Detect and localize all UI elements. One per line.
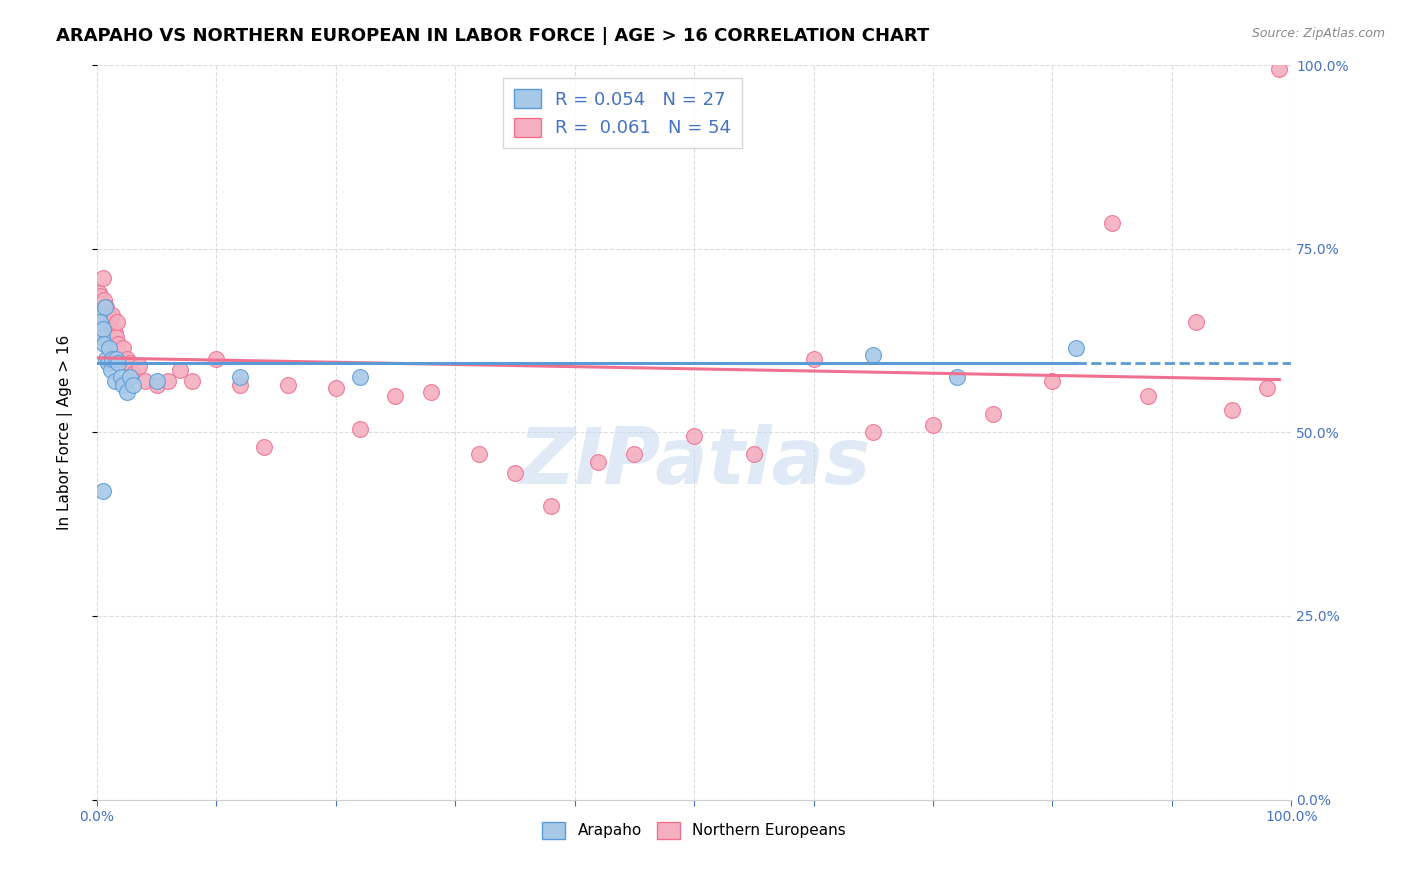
Point — [588, 455, 610, 469]
Point — [120, 355, 142, 369]
Point — [384, 388, 406, 402]
Point — [981, 407, 1004, 421]
Legend: Arapaho, Northern Europeans: Arapaho, Northern Europeans — [536, 816, 852, 845]
Point — [540, 499, 562, 513]
Point — [862, 348, 884, 362]
Point — [101, 308, 124, 322]
Point — [104, 326, 127, 340]
Point — [803, 351, 825, 366]
Point — [87, 322, 110, 336]
Point — [229, 377, 252, 392]
Point — [1256, 381, 1278, 395]
Point — [922, 417, 945, 432]
Point — [94, 304, 117, 318]
Point — [100, 363, 122, 377]
Point — [90, 297, 112, 311]
Point — [1220, 403, 1243, 417]
Point — [205, 351, 228, 366]
Text: ARAPAHO VS NORTHERN EUROPEAN IN LABOR FORCE | AGE > 16 CORRELATION CHART: ARAPAHO VS NORTHERN EUROPEAN IN LABOR FO… — [56, 27, 929, 45]
Point — [104, 351, 127, 366]
Text: ZIPatlas: ZIPatlas — [517, 424, 870, 500]
Point — [93, 337, 115, 351]
Point — [128, 359, 150, 374]
Point — [91, 271, 114, 285]
Point — [98, 315, 121, 329]
Point — [145, 374, 167, 388]
Point — [104, 374, 127, 388]
Point — [120, 370, 142, 384]
Point — [104, 330, 127, 344]
Point — [503, 466, 526, 480]
Point — [683, 429, 706, 443]
Point — [91, 484, 114, 499]
Point — [89, 285, 111, 300]
Point — [110, 370, 132, 384]
Point — [1101, 216, 1123, 230]
Point — [229, 370, 252, 384]
Point — [105, 315, 128, 329]
Point — [89, 315, 111, 329]
Point — [468, 447, 491, 461]
Text: Source: ZipAtlas.com: Source: ZipAtlas.com — [1251, 27, 1385, 40]
Point — [107, 355, 129, 369]
Point — [1268, 62, 1291, 76]
Point — [325, 381, 347, 395]
Point — [101, 351, 124, 366]
Point — [1136, 388, 1159, 402]
Point — [946, 370, 969, 384]
Point — [112, 341, 135, 355]
Point — [1042, 374, 1064, 388]
Point — [862, 425, 884, 440]
Point — [89, 308, 111, 322]
Point — [121, 377, 143, 392]
Point — [145, 377, 167, 392]
Point — [742, 447, 765, 461]
Point — [115, 384, 138, 399]
Point — [1066, 341, 1088, 355]
Point — [97, 311, 120, 326]
Point — [169, 363, 191, 377]
Point — [93, 293, 115, 307]
Point — [89, 289, 111, 303]
Point — [277, 377, 299, 392]
Point — [349, 422, 371, 436]
Point — [349, 370, 371, 384]
Point — [181, 374, 204, 388]
Point — [112, 377, 135, 392]
Point — [94, 301, 117, 315]
Point — [157, 374, 180, 388]
Point — [121, 367, 143, 381]
Point — [107, 337, 129, 351]
Point — [91, 322, 114, 336]
Point — [96, 301, 118, 315]
Point — [115, 351, 138, 366]
Point — [134, 374, 156, 388]
Point — [97, 341, 120, 355]
Point — [420, 384, 443, 399]
Point — [86, 301, 108, 315]
Point — [96, 351, 118, 366]
Point — [623, 447, 645, 461]
Point — [1184, 315, 1206, 329]
Point — [253, 440, 276, 454]
Y-axis label: In Labor Force | Age > 16: In Labor Force | Age > 16 — [58, 334, 73, 530]
Point — [100, 322, 122, 336]
Point — [90, 330, 112, 344]
Point — [110, 351, 132, 366]
Point — [96, 308, 118, 322]
Point — [96, 355, 118, 369]
